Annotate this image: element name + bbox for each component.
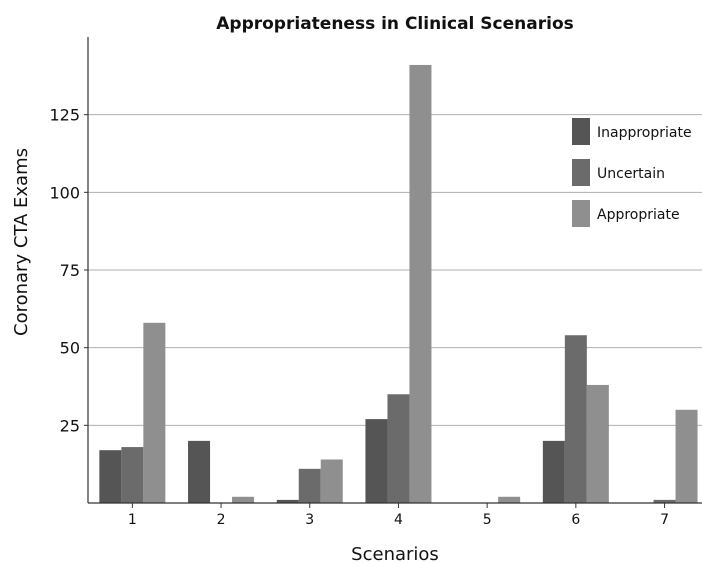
x-tick-label: 5 <box>483 512 492 528</box>
bar-uncertain-7 <box>653 499 676 503</box>
x-tick-label: 3 <box>305 512 314 528</box>
bar-appropriate-2 <box>232 496 255 503</box>
legend-swatch-inappropriate <box>572 118 590 145</box>
bars <box>99 64 698 504</box>
bar-uncertain-3 <box>298 468 321 503</box>
y-tick-label: 100 <box>49 183 80 202</box>
x-ticks: 1 2 3 4 5 6 7 <box>128 503 669 528</box>
bar-appropriate-4 <box>409 64 432 504</box>
bar-inappropriate-4 <box>365 419 388 503</box>
bar-uncertain-6 <box>564 335 587 503</box>
x-tick-label: 7 <box>660 512 669 528</box>
x-tick-label: 1 <box>128 512 137 528</box>
y-tick-label: 125 <box>49 106 80 125</box>
chart-title: Appropriateness in Clinical Scenarios <box>216 14 574 34</box>
y-tick-label: 25 <box>60 416 80 435</box>
legend-label-uncertain: Uncertain <box>597 166 665 182</box>
bar-uncertain-4 <box>387 394 410 503</box>
legend-swatch-uncertain <box>572 159 590 186</box>
legend-swatch-appropriate <box>572 200 590 227</box>
x-tick-label: 6 <box>571 512 580 528</box>
legend: Inappropriate Uncertain Appropriate <box>572 118 692 227</box>
x-tick-label: 4 <box>394 512 403 528</box>
bar-appropriate-3 <box>320 459 343 503</box>
bar-appropriate-1 <box>143 322 166 503</box>
bar-inappropriate-2 <box>188 440 211 503</box>
legend-label-appropriate: Appropriate <box>597 207 680 223</box>
grid-lines <box>88 114 702 426</box>
bar-appropriate-6 <box>586 384 609 503</box>
bar-appropriate-5 <box>498 496 521 503</box>
bar-uncertain-1 <box>121 447 144 503</box>
bar-appropriate-7 <box>675 409 698 503</box>
legend-label-inappropriate: Inappropriate <box>597 125 692 141</box>
bar-inappropriate-6 <box>542 440 565 503</box>
y-axis-label: Coronary CTA Exams <box>11 148 32 336</box>
x-tick-label: 2 <box>217 512 226 528</box>
y-ticks: 25 50 75 100 125 <box>49 106 88 435</box>
bar-inappropriate-3 <box>276 499 299 503</box>
x-axis-label: Scenarios <box>351 544 439 563</box>
bar-inappropriate-1 <box>99 450 122 503</box>
y-tick-label: 50 <box>60 339 80 358</box>
y-tick-label: 75 <box>60 261 80 280</box>
